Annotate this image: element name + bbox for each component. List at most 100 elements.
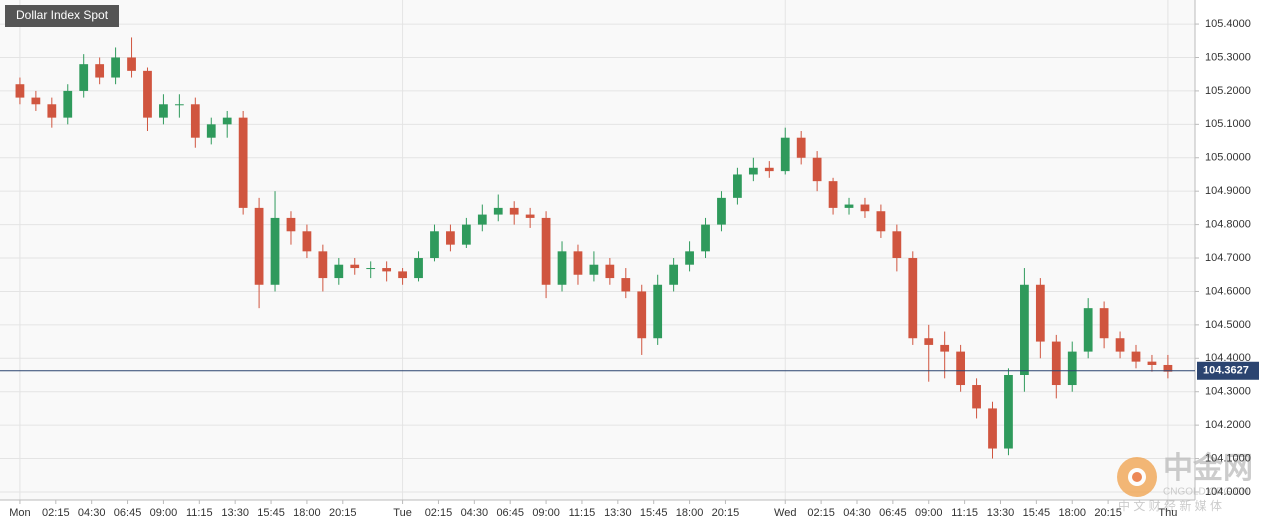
title-box — [5, 5, 119, 27]
candle-body — [573, 251, 583, 275]
candle-body — [350, 264, 360, 269]
x-tick-label: 02:15 — [807, 507, 835, 519]
watermark-logo — [1132, 472, 1142, 482]
candle-body — [206, 124, 216, 138]
candle-body — [860, 204, 870, 212]
candle-body — [1035, 284, 1045, 342]
y-tick-label: 105.4000 — [1205, 18, 1251, 30]
x-tick-label: 15:45 — [1023, 507, 1051, 519]
candle-body — [637, 291, 647, 339]
x-tick-label: 09:00 — [532, 507, 560, 519]
x-tick-label: 13:30 — [221, 507, 249, 519]
x-tick-label: 04:30 — [78, 507, 106, 519]
x-tick-label: 13:30 — [987, 507, 1015, 519]
candle-body — [159, 104, 168, 118]
candles — [15, 37, 1173, 459]
candle-body — [908, 258, 918, 339]
candle-body — [143, 70, 152, 118]
candle-body — [940, 344, 950, 352]
candle-body — [748, 167, 758, 175]
candle-body — [254, 207, 264, 285]
candle-body — [334, 264, 344, 279]
x-tick-label: Thu — [1158, 507, 1177, 519]
candle-body — [286, 217, 296, 232]
last-price-label: 104.3627 — [1203, 365, 1249, 377]
x-tick-label: 02:15 — [42, 507, 70, 519]
candle-body — [414, 258, 423, 279]
x-tick-label: 09:00 — [150, 507, 178, 519]
candle-body — [79, 64, 89, 91]
x-tick-label: 18:00 — [293, 507, 321, 519]
candle-body — [701, 224, 710, 252]
candle-body — [924, 338, 934, 345]
y-tick-label: 105.3000 — [1205, 51, 1251, 63]
candle-body — [988, 408, 997, 449]
x-tick-label: 04:30 — [461, 507, 489, 519]
candle-body — [1083, 308, 1093, 352]
candle-body — [382, 268, 392, 272]
candle-body — [509, 207, 519, 215]
candle-body — [1004, 375, 1013, 449]
x-tick-label: Mon — [9, 507, 30, 519]
watermark-title: 中金网 — [1163, 451, 1253, 485]
y-tick-label: 104.7000 — [1205, 252, 1251, 264]
x-tick-label: 18:00 — [1058, 507, 1086, 519]
candle-body — [717, 197, 726, 225]
candle-body — [1131, 351, 1141, 362]
x-tick-label: 15:45 — [257, 507, 285, 519]
candle-body — [31, 97, 41, 105]
x-tick-label: 06:45 — [114, 507, 142, 519]
y-tick-label: 105.2000 — [1205, 85, 1251, 97]
x-tick-label: 20:15 — [1094, 507, 1122, 519]
candle-body — [972, 385, 981, 409]
y-tick-label: 105.0000 — [1205, 152, 1251, 164]
candle-body — [1147, 361, 1157, 365]
watermark-tagline: 中 文 财 经 新 媒 体 — [1118, 498, 1222, 513]
candle-body — [302, 231, 312, 252]
candle-body — [621, 278, 631, 292]
x-tick-label: Wed — [774, 507, 796, 519]
y-tick-label: 104.3000 — [1205, 386, 1251, 398]
candle-body — [956, 351, 966, 386]
candle-body — [780, 137, 790, 172]
candle-body — [430, 231, 439, 259]
candle-body — [812, 157, 822, 182]
candle-body — [446, 231, 455, 245]
candle-body — [764, 167, 774, 172]
candle-body — [669, 264, 679, 285]
y-tick-label: 104.9000 — [1205, 185, 1251, 197]
candle-body — [95, 64, 105, 78]
x-tick-label: 09:00 — [915, 507, 943, 519]
candle-body — [15, 84, 25, 98]
candle-body — [1163, 364, 1173, 372]
x-tick-label: 04:30 — [843, 507, 871, 519]
y-tick-label: 104.0000 — [1205, 486, 1251, 498]
candle-body — [876, 211, 886, 232]
candle-body — [653, 284, 663, 339]
x-tick-label: 15:45 — [640, 507, 668, 519]
y-tick-label: 104.2000 — [1205, 419, 1251, 431]
candle-body — [366, 268, 376, 270]
candle-body — [892, 231, 902, 259]
candle-body — [1115, 338, 1125, 352]
candle-body — [605, 264, 615, 279]
y-tick-label: 104.4000 — [1205, 352, 1251, 364]
candle-body — [685, 251, 694, 265]
candle-body — [1067, 351, 1077, 386]
candle-body — [541, 217, 551, 285]
y-tick-label: 104.8000 — [1205, 219, 1251, 231]
candle-body — [47, 104, 57, 118]
y-tick-label: 104.5000 — [1205, 319, 1251, 331]
x-tick-label: 02:15 — [425, 507, 453, 519]
candle-body — [1099, 308, 1109, 339]
x-tick-label: 11:15 — [951, 507, 978, 519]
candle-body — [270, 217, 280, 285]
x-tick-label: 06:45 — [496, 507, 524, 519]
candle-body — [190, 104, 200, 138]
candle-body — [398, 271, 407, 279]
candle-body — [318, 251, 328, 279]
candle-body — [493, 207, 503, 215]
candle-body — [796, 137, 806, 158]
candle-body — [844, 204, 854, 208]
candle-body — [1051, 341, 1061, 386]
